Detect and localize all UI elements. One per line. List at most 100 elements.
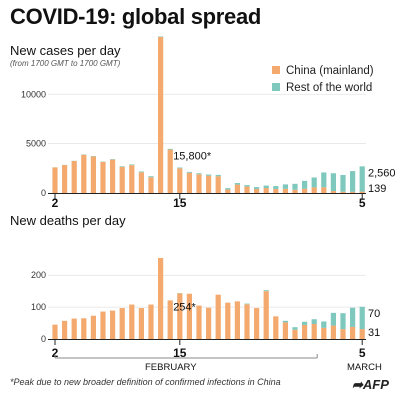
- cases-bar-rest-of-world: [215, 174, 221, 177]
- deaths-bar-china: [340, 329, 346, 339]
- deaths-bar-rest-of-world: [292, 327, 298, 330]
- cases-bar-china: [196, 174, 202, 193]
- deaths-chart-title: New deaths per day: [10, 213, 126, 228]
- deaths-bar-china: [206, 307, 212, 339]
- deaths-bar-china: [330, 325, 336, 339]
- deaths-x-tick-label: 15: [173, 346, 187, 360]
- deaths-bar-china: [167, 300, 173, 339]
- cases-x-tick-label: 5: [359, 196, 366, 210]
- cases-end-label-rest-of-world: 2,560: [368, 167, 396, 179]
- cases-bar-china: [330, 191, 336, 193]
- deaths-bar-rest-of-world: [340, 313, 346, 330]
- cases-y-tick-label: 5000: [26, 139, 46, 149]
- deaths-bar-china: [148, 304, 154, 339]
- cases-bar-china: [340, 191, 346, 193]
- cases-bar-rest-of-world: [234, 183, 240, 185]
- deaths-bar-rest-of-world: [321, 321, 327, 328]
- cases-bar-china: [90, 156, 96, 193]
- cases-x-tick-label: 15: [173, 196, 187, 210]
- cases-bar-china: [254, 189, 260, 193]
- deaths-bar-china: [225, 302, 231, 339]
- deaths-bar-rest-of-world: [263, 290, 269, 292]
- deaths-bar-china: [177, 293, 183, 339]
- cases-bar-rest-of-world: [244, 185, 250, 187]
- cases-bar-rest-of-world: [263, 185, 269, 189]
- cases-bar-rest-of-world: [340, 174, 346, 192]
- deaths-y-tick-label: 0: [41, 334, 46, 344]
- month-label-february: FEBRUARY: [145, 362, 197, 373]
- cases-bar-china: [119, 166, 125, 193]
- deaths-bar-china: [71, 318, 77, 339]
- legend-item-rest-of-world: Rest of the world: [272, 82, 372, 94]
- deaths-bar-rest-of-world: [359, 306, 365, 330]
- cases-bar-rest-of-world: [292, 183, 298, 190]
- cases-bar-china: [138, 172, 144, 193]
- deaths-bar-china: [90, 315, 96, 339]
- deaths-bar-china: [129, 304, 135, 339]
- afp-logo: ➦AFP: [352, 377, 389, 393]
- deaths-bar-china: [254, 308, 260, 339]
- cases-bar-rest-of-world: [138, 171, 144, 173]
- cases-x-tick-label: 2: [52, 196, 59, 210]
- cases-bar-rest-of-world: [350, 171, 356, 192]
- cases-bar-china: [167, 149, 173, 193]
- deaths-bar-rest-of-world: [350, 307, 356, 327]
- cases-bar-rest-of-world: [330, 173, 336, 192]
- deaths-bar-china: [119, 308, 125, 339]
- cases-bar-china: [148, 177, 154, 193]
- cases-bar-rest-of-world: [167, 148, 173, 150]
- cases-bar-china: [52, 167, 58, 193]
- cases-bar-china: [321, 187, 327, 193]
- cases-bar-china: [359, 191, 365, 193]
- cases-bar-rest-of-world: [186, 171, 192, 173]
- deaths-bar-rest-of-world: [311, 319, 317, 325]
- cases-bar-china: [206, 175, 212, 193]
- cases-y-tick-label: 10000: [21, 89, 46, 99]
- cases-bar-china: [177, 168, 183, 193]
- cases-y-tick-label: 0: [41, 188, 46, 198]
- deaths-bar-china: [273, 316, 279, 339]
- cases-bar-china: [350, 191, 356, 193]
- cases-bar-china: [100, 161, 106, 193]
- cases-bar-china: [215, 176, 221, 193]
- deaths-bar-china: [234, 301, 240, 339]
- cases-chart-title: New cases per day: [10, 43, 121, 58]
- deaths-bar-china: [282, 322, 288, 339]
- cases-bar-rest-of-world: [129, 164, 135, 166]
- deaths-bar-china: [196, 305, 202, 339]
- footnote: *Peak due to new broader definition of c…: [10, 377, 281, 387]
- cases-bar-china: [71, 161, 77, 193]
- deaths-bar-china: [311, 324, 317, 339]
- legend-label-china: China (mainland): [286, 65, 374, 77]
- deaths-x-tick-label: 2: [52, 346, 59, 360]
- deaths-bar-china: [321, 327, 327, 339]
- cases-bar-china: [263, 188, 269, 193]
- deaths-end-label-rest-of-world: 70: [368, 308, 380, 320]
- cases-bar-rest-of-world: [359, 166, 365, 192]
- cases-bar-china: [302, 188, 308, 193]
- cases-bar-china: [81, 154, 87, 193]
- deaths-bar-rest-of-world: [244, 303, 250, 305]
- cases-bar-china: [244, 186, 250, 193]
- cases-bar-china: [234, 184, 240, 193]
- cases-bar-china: [129, 165, 135, 193]
- deaths-bar-china: [62, 320, 68, 339]
- deaths-bar-china: [292, 329, 298, 339]
- cases-peak-label: 15,800*: [173, 151, 212, 163]
- legend-item-china: China (mainland): [272, 65, 374, 77]
- deaths-y-tick-label: 200: [31, 270, 46, 280]
- cases-bar-rest-of-world: [225, 188, 231, 190]
- cases-bar-rest-of-world: [282, 184, 288, 189]
- cases-end-label-china: 139: [368, 183, 386, 195]
- cases-bar-rest-of-world: [177, 167, 183, 169]
- afp-arrow-icon: ➦: [352, 377, 363, 392]
- cases-bar-rest-of-world: [273, 186, 279, 190]
- deaths-bar-china: [186, 293, 192, 339]
- cases-bar-china: [273, 189, 279, 193]
- deaths-bar-china: [100, 311, 106, 339]
- cases-bar-china: [225, 189, 231, 193]
- china-swatch: [272, 66, 280, 74]
- deaths-bar-china: [263, 291, 269, 339]
